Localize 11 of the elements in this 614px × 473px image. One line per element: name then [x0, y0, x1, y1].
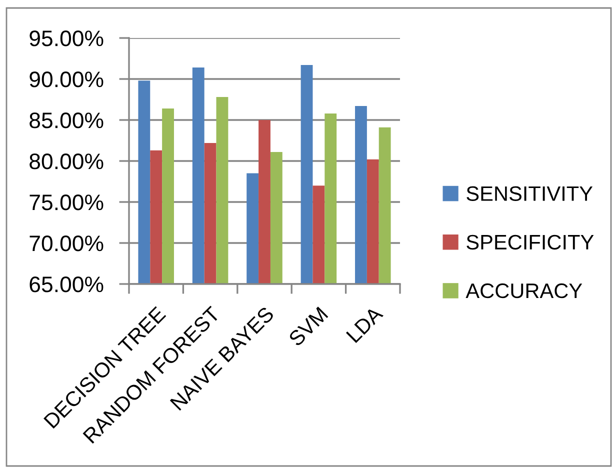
- y-tick-label: 75.00%: [30, 194, 104, 210]
- y-tick-label: 85.00%: [30, 112, 104, 128]
- y-tick-label: 80.00%: [30, 154, 104, 170]
- y-tick-label: 70.00%: [30, 236, 104, 252]
- legend-label: ACCURACY: [466, 283, 582, 298]
- y-tick-label: 65.00%: [30, 276, 104, 292]
- y-tick-label: 90.00%: [30, 72, 104, 88]
- y-tick-label: 95.00%: [30, 30, 104, 46]
- legend-label: SPECIFICITY: [466, 234, 594, 250]
- x-tick-label: LDA: [346, 305, 384, 343]
- legend-label: SENSITIVITY: [466, 186, 593, 202]
